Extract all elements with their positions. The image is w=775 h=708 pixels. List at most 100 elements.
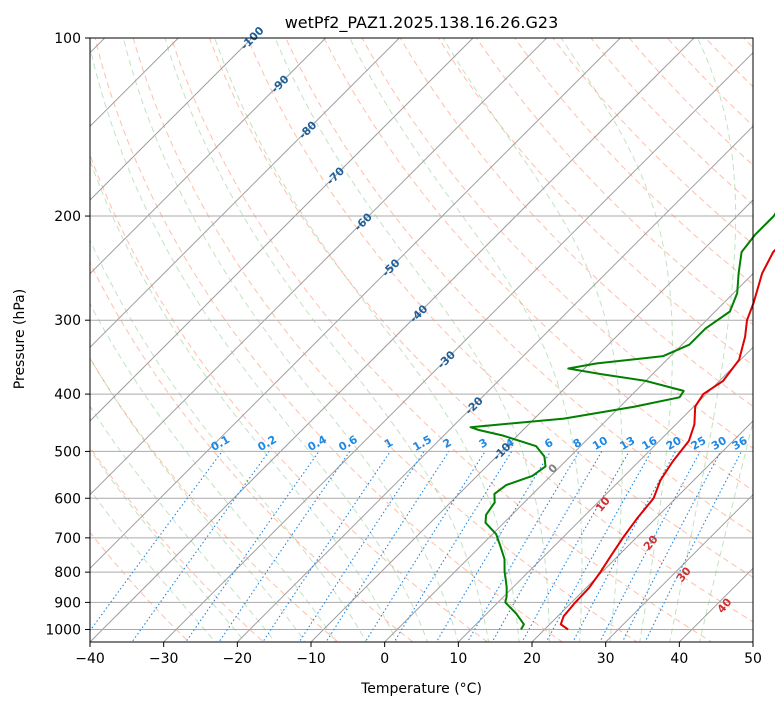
dry-adiabat	[247, 38, 753, 578]
mixing-ratio-line	[621, 451, 722, 642]
isotherm-line	[236, 125, 753, 642]
dry-adiabat	[90, 261, 414, 642]
mixing-ratio-labels: 0.1 0.2 0.4 0.6 1 1.5 2 3 4 6 8 10 13 16 20 25 30 36	[209, 433, 750, 454]
mixing-ratio-label: 0.1	[209, 433, 232, 454]
x-axis: −40 −30 −20 −10 0 10 20 30 40 50	[75, 642, 762, 667]
mixing-ratio-line	[364, 451, 486, 642]
mixing-ratio-line	[521, 451, 630, 642]
moist-adiabat	[90, 448, 246, 642]
dry-adiabat	[90, 446, 265, 642]
moist-adiabat	[90, 357, 307, 642]
mixing-ratio-label: 1.5	[411, 433, 434, 454]
dry-adiabat	[285, 38, 753, 535]
mixing-ratio-line	[572, 451, 676, 642]
moist-adiabat	[122, 38, 459, 642]
isotherm-line	[90, 38, 474, 422]
y-tick-label: 800	[54, 565, 81, 581]
isotherm-line	[90, 38, 548, 496]
mixing-ratio-label: 25	[689, 434, 709, 453]
dry-adiabat	[90, 153, 489, 642]
x-tick-label: −40	[75, 651, 105, 667]
isotherm-line	[90, 38, 695, 642]
moist-adiabat	[90, 238, 367, 642]
mixing-ratio-line	[466, 451, 580, 642]
mixing-ratio-line	[262, 451, 391, 642]
moist-adiabat	[274, 38, 550, 642]
dry-adiabat	[170, 38, 713, 642]
moist-adiabat	[90, 488, 216, 642]
mixing-ratio-label: 1	[382, 436, 395, 451]
dry-adiabat	[552, 38, 753, 245]
mixing-ratio-line	[435, 451, 552, 642]
isotherm-line	[457, 346, 753, 642]
x-tick-label: 10	[449, 651, 467, 667]
plot-frame	[89, 37, 754, 643]
dewpoint-profile	[469, 212, 775, 630]
dry-adiabat	[666, 38, 753, 127]
dry-adiabat	[742, 38, 753, 49]
moist-adiabat	[214, 38, 520, 642]
y-tick-label: 100	[54, 31, 81, 47]
mixing-ratio-line	[131, 451, 270, 642]
dry-adiabat	[475, 38, 753, 326]
dry-adiabat	[132, 38, 638, 642]
y-tick-label: 200	[54, 209, 81, 225]
mixing-ratio-label: 0.6	[336, 433, 360, 454]
chart-title: wetPf2_PAZ1.2025.138.16.26.G23	[285, 13, 559, 33]
y-tick-label: 500	[54, 444, 81, 460]
dry-adiabat	[90, 531, 190, 642]
mixing-ratio-line	[218, 451, 351, 642]
moist-adiabat	[90, 302, 337, 642]
dry-adiabat-label: 10	[593, 494, 613, 514]
isotherm-line	[162, 51, 753, 642]
dry-adiabat-label: 30	[674, 564, 694, 584]
plot-area: 0.1 0.2 0.4 0.6 1 1.5 2 3 4 6 8 10 13 16 20 25 30 36-100-…	[0, 11, 775, 654]
mixing-ratio-label: 6	[542, 436, 555, 451]
isotherm-line	[90, 38, 622, 570]
mixing-ratio-label: 3	[477, 436, 490, 451]
temperature-profile	[559, 248, 775, 631]
dry-adiabat	[94, 38, 564, 642]
dry-adiabat	[323, 38, 753, 492]
isotherm-line	[604, 493, 753, 642]
isotherm-line	[90, 38, 401, 349]
x-tick-label: 20	[523, 651, 541, 667]
isotherm-line	[383, 272, 753, 642]
x-tick-label: 40	[670, 651, 688, 667]
moist-adiabat	[90, 45, 429, 642]
x-tick-label: −20	[223, 651, 253, 667]
moist-adiabat	[349, 38, 583, 642]
mixing-ratio-label: 0.4	[306, 433, 330, 454]
dry-adiabat	[758, 13, 775, 654]
isotherm-labels: -100-90-80-70-60-50-40-30-20-10	[238, 24, 514, 464]
dry-adiabat	[437, 38, 753, 366]
dry-adiabat	[704, 38, 753, 88]
y-axis: 100 200 300 400 500 600 700 800 900 1000	[45, 31, 90, 638]
isotherm-line	[0, 11, 58, 654]
mixing-ratio-line	[393, 451, 513, 642]
x-tick-label: 30	[597, 651, 615, 667]
dry-adiabat	[361, 38, 753, 449]
mixing-ratio-line	[90, 451, 223, 632]
mixing-ratio-label: 0.2	[256, 433, 279, 454]
isotherm-line	[90, 38, 253, 201]
x-axis-label: Temperature (°C)	[360, 681, 482, 697]
isotherm-line	[531, 420, 753, 642]
mixing-ratio-line	[545, 451, 652, 642]
dry-adiabat	[514, 38, 753, 285]
y-tick-label: 700	[54, 531, 81, 547]
mixing-ratio-label: 30	[709, 434, 729, 453]
mixing-ratio-label: 10	[590, 434, 610, 453]
mixing-ratio-line	[644, 451, 742, 642]
y-tick-label: 300	[54, 313, 81, 329]
mixing-ratio-line	[325, 451, 450, 642]
isotherm-line	[678, 567, 753, 642]
moist-adiabat	[90, 158, 398, 642]
x-tick-label: 50	[744, 651, 762, 667]
y-axis-label: Pressure (hPa)	[12, 289, 28, 389]
y-tick-label: 400	[54, 387, 81, 403]
isotherm-label: -90	[268, 72, 291, 95]
y-tick-label: 900	[54, 595, 81, 611]
